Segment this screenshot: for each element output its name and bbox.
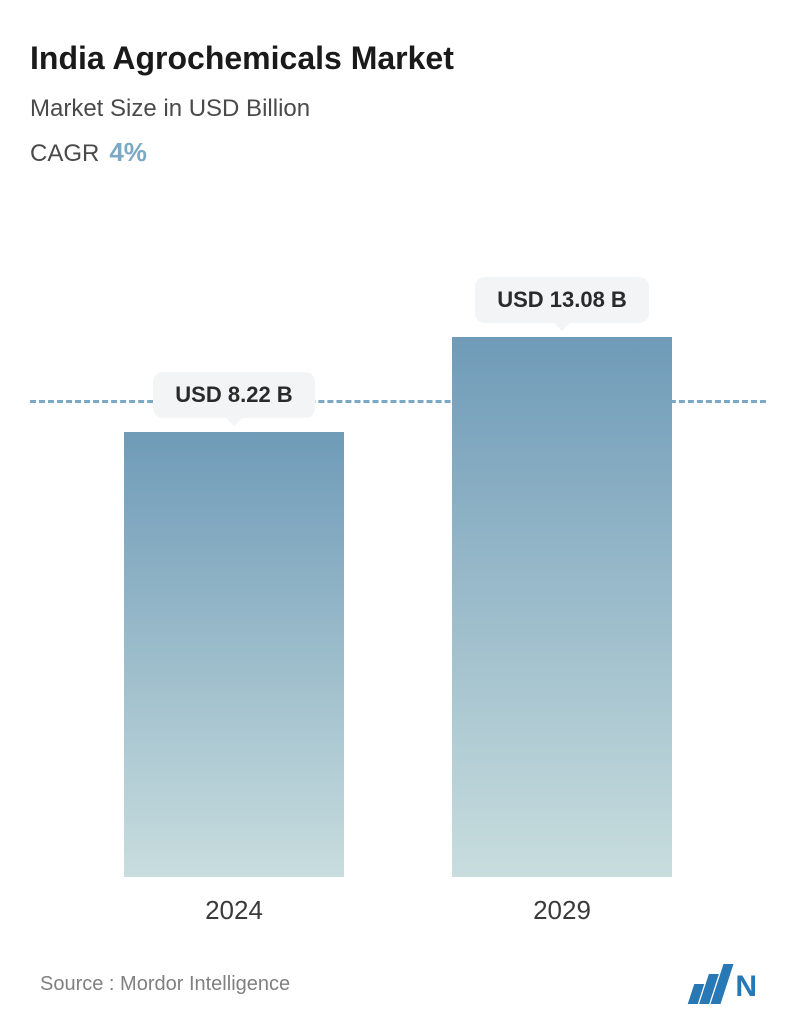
bar-0 <box>124 432 344 877</box>
bar-1 <box>452 337 672 877</box>
chart-title: India Agrochemicals Market <box>30 40 766 77</box>
cagr-value: 4% <box>109 137 147 168</box>
chart-container: India Agrochemicals Market Market Size i… <box>0 0 796 1034</box>
mordor-logo: N <box>691 964 756 1004</box>
year-label-1: 2029 <box>533 895 591 926</box>
logo-bars-icon <box>691 964 727 1004</box>
bar-group-1: USD 13.08 B 2029 <box>452 277 672 926</box>
cagr-row: CAGR 4% <box>30 137 766 168</box>
cagr-label: CAGR <box>30 140 99 168</box>
source-text: Source : Mordor Intelligence <box>40 973 290 996</box>
value-badge-0: USD 8.22 B <box>153 372 314 418</box>
chart-area: USD 8.22 B 2024 USD 13.08 B 2029 <box>30 228 766 946</box>
year-label-0: 2024 <box>205 895 263 926</box>
bar-group-0: USD 8.22 B 2024 <box>124 372 344 926</box>
value-badge-1: USD 13.08 B <box>475 277 649 323</box>
chart-subtitle: Market Size in USD Billion <box>30 95 766 123</box>
footer: Source : Mordor Intelligence N <box>30 946 766 1004</box>
logo-text: N <box>735 970 756 1004</box>
